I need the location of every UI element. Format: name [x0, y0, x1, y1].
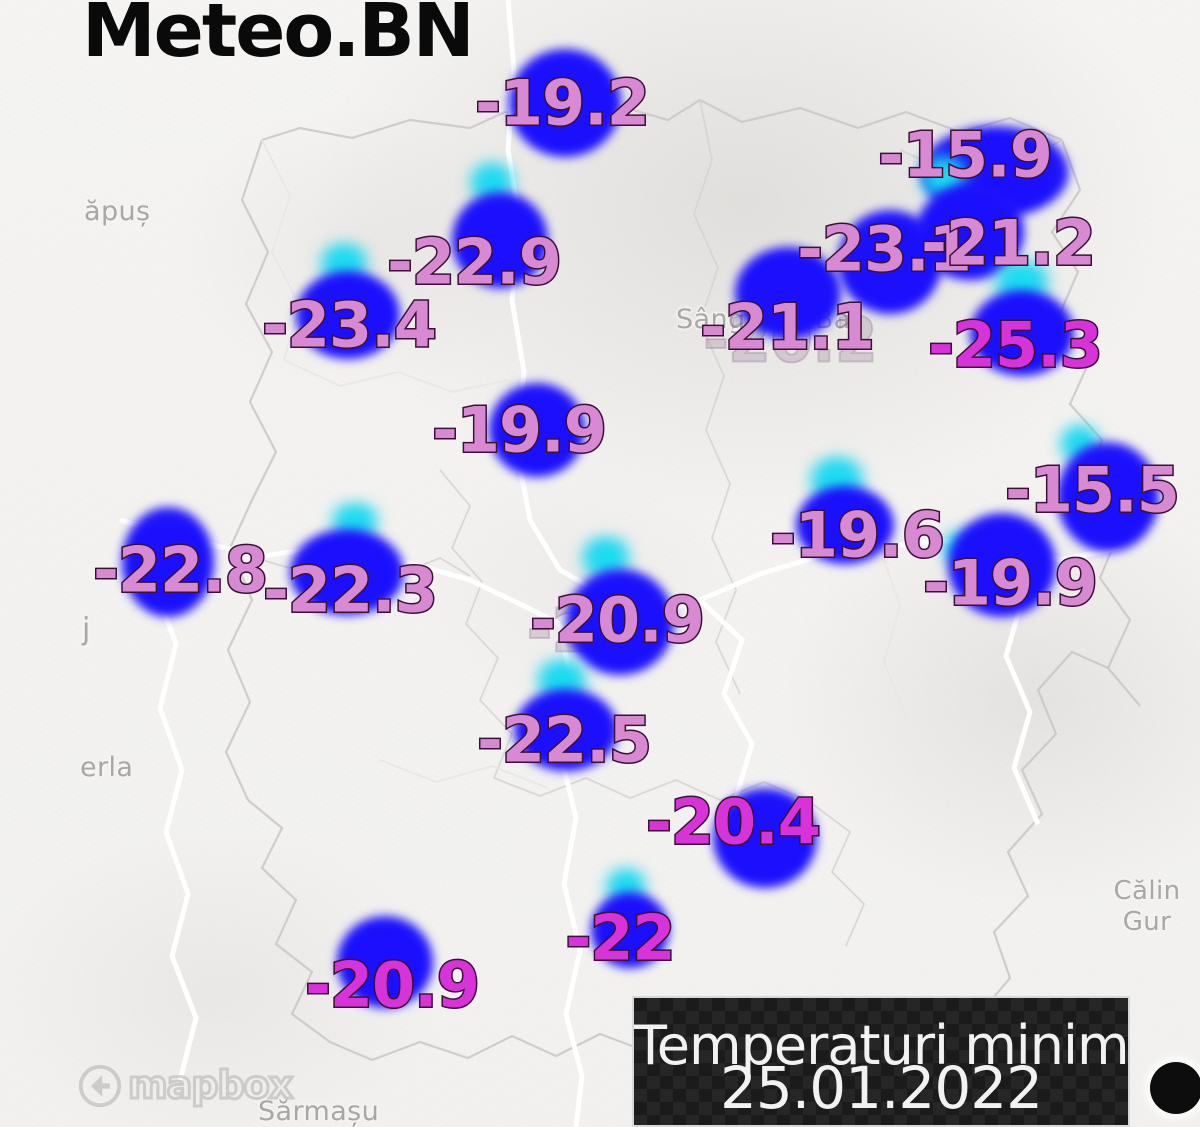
map-info-button[interactable] [1150, 1062, 1200, 1114]
station-marker-blob [337, 916, 433, 1008]
place-label-sarmasu: Sărmașu [258, 1096, 380, 1127]
svg-text:mapbox: mapbox [128, 1063, 293, 1107]
temperature-label: -15.5 [1004, 452, 1182, 528]
temperature-label: -20.9 [529, 582, 707, 658]
place-label-capus: ăpuș [84, 196, 151, 227]
temperature-label: -20.4 [645, 784, 823, 860]
temperature-label: -23.1 [796, 211, 974, 287]
station-marker-blob [970, 290, 1074, 376]
station-marker-blob [452, 192, 548, 288]
temperature-label: -21.2 [920, 205, 1098, 281]
station-marker-blob [509, 49, 621, 157]
mapbox-attribution[interactable]: mapbox [78, 1062, 348, 1110]
temperature-label: -19.9 [922, 545, 1100, 621]
temperature-label: -22.5 [476, 702, 654, 778]
calimani-line1: Călin [1113, 876, 1181, 906]
station-marker-blob [514, 689, 618, 771]
station-marker-blob [713, 788, 817, 888]
temperature-label: -22.8 [92, 532, 270, 608]
station-marker-blob [489, 383, 585, 477]
temperature-label: -23.4 [261, 287, 439, 363]
mapbox-wordmark-icon: mapbox [128, 1062, 295, 1109]
station-marker-blob [735, 247, 841, 339]
station-marker-blob [296, 271, 400, 359]
temperature-label: -19.2 [474, 65, 652, 141]
temperature-label: -25.3 [927, 307, 1105, 383]
caption-date: 25.01.2022 [719, 1054, 1043, 1122]
station-marker-blob [796, 486, 894, 564]
station-marker-blob [1057, 442, 1159, 552]
place-label-calimani-gurghiu: Călin Gur [1092, 876, 1200, 937]
temperature-label: -19.9 [431, 392, 609, 468]
gurghiu-line2: Gur [1122, 906, 1172, 937]
temperature-label: -21.1 [699, 289, 877, 365]
station-marker-blob [948, 513, 1056, 617]
place-label-gherla: erla [80, 752, 134, 783]
station-marker-blob [591, 892, 669, 968]
place-label-cluj: j [82, 612, 91, 647]
station-marker-blob [290, 529, 404, 615]
temperature-label: -22 [564, 900, 677, 976]
temperature-label: -20.9 [304, 947, 482, 1023]
mapbox-circle-icon [78, 1064, 122, 1108]
brand-wordmark: Meteo.BN [82, 0, 475, 74]
station-marker-blob [566, 569, 674, 675]
caption-box: Temperaturi minime 25.01.2022 [632, 996, 1130, 1127]
temperature-label: -19.6 [769, 497, 947, 573]
station-marker-blob [122, 507, 214, 617]
caption-title: Temperaturi minime [634, 1014, 1130, 1077]
minor-roads [261, 139, 907, 789]
temperature-label: -15.9 [877, 117, 1055, 193]
temperature-label: -22.3 [262, 552, 440, 628]
temperature-label: -22.9 [386, 224, 564, 300]
